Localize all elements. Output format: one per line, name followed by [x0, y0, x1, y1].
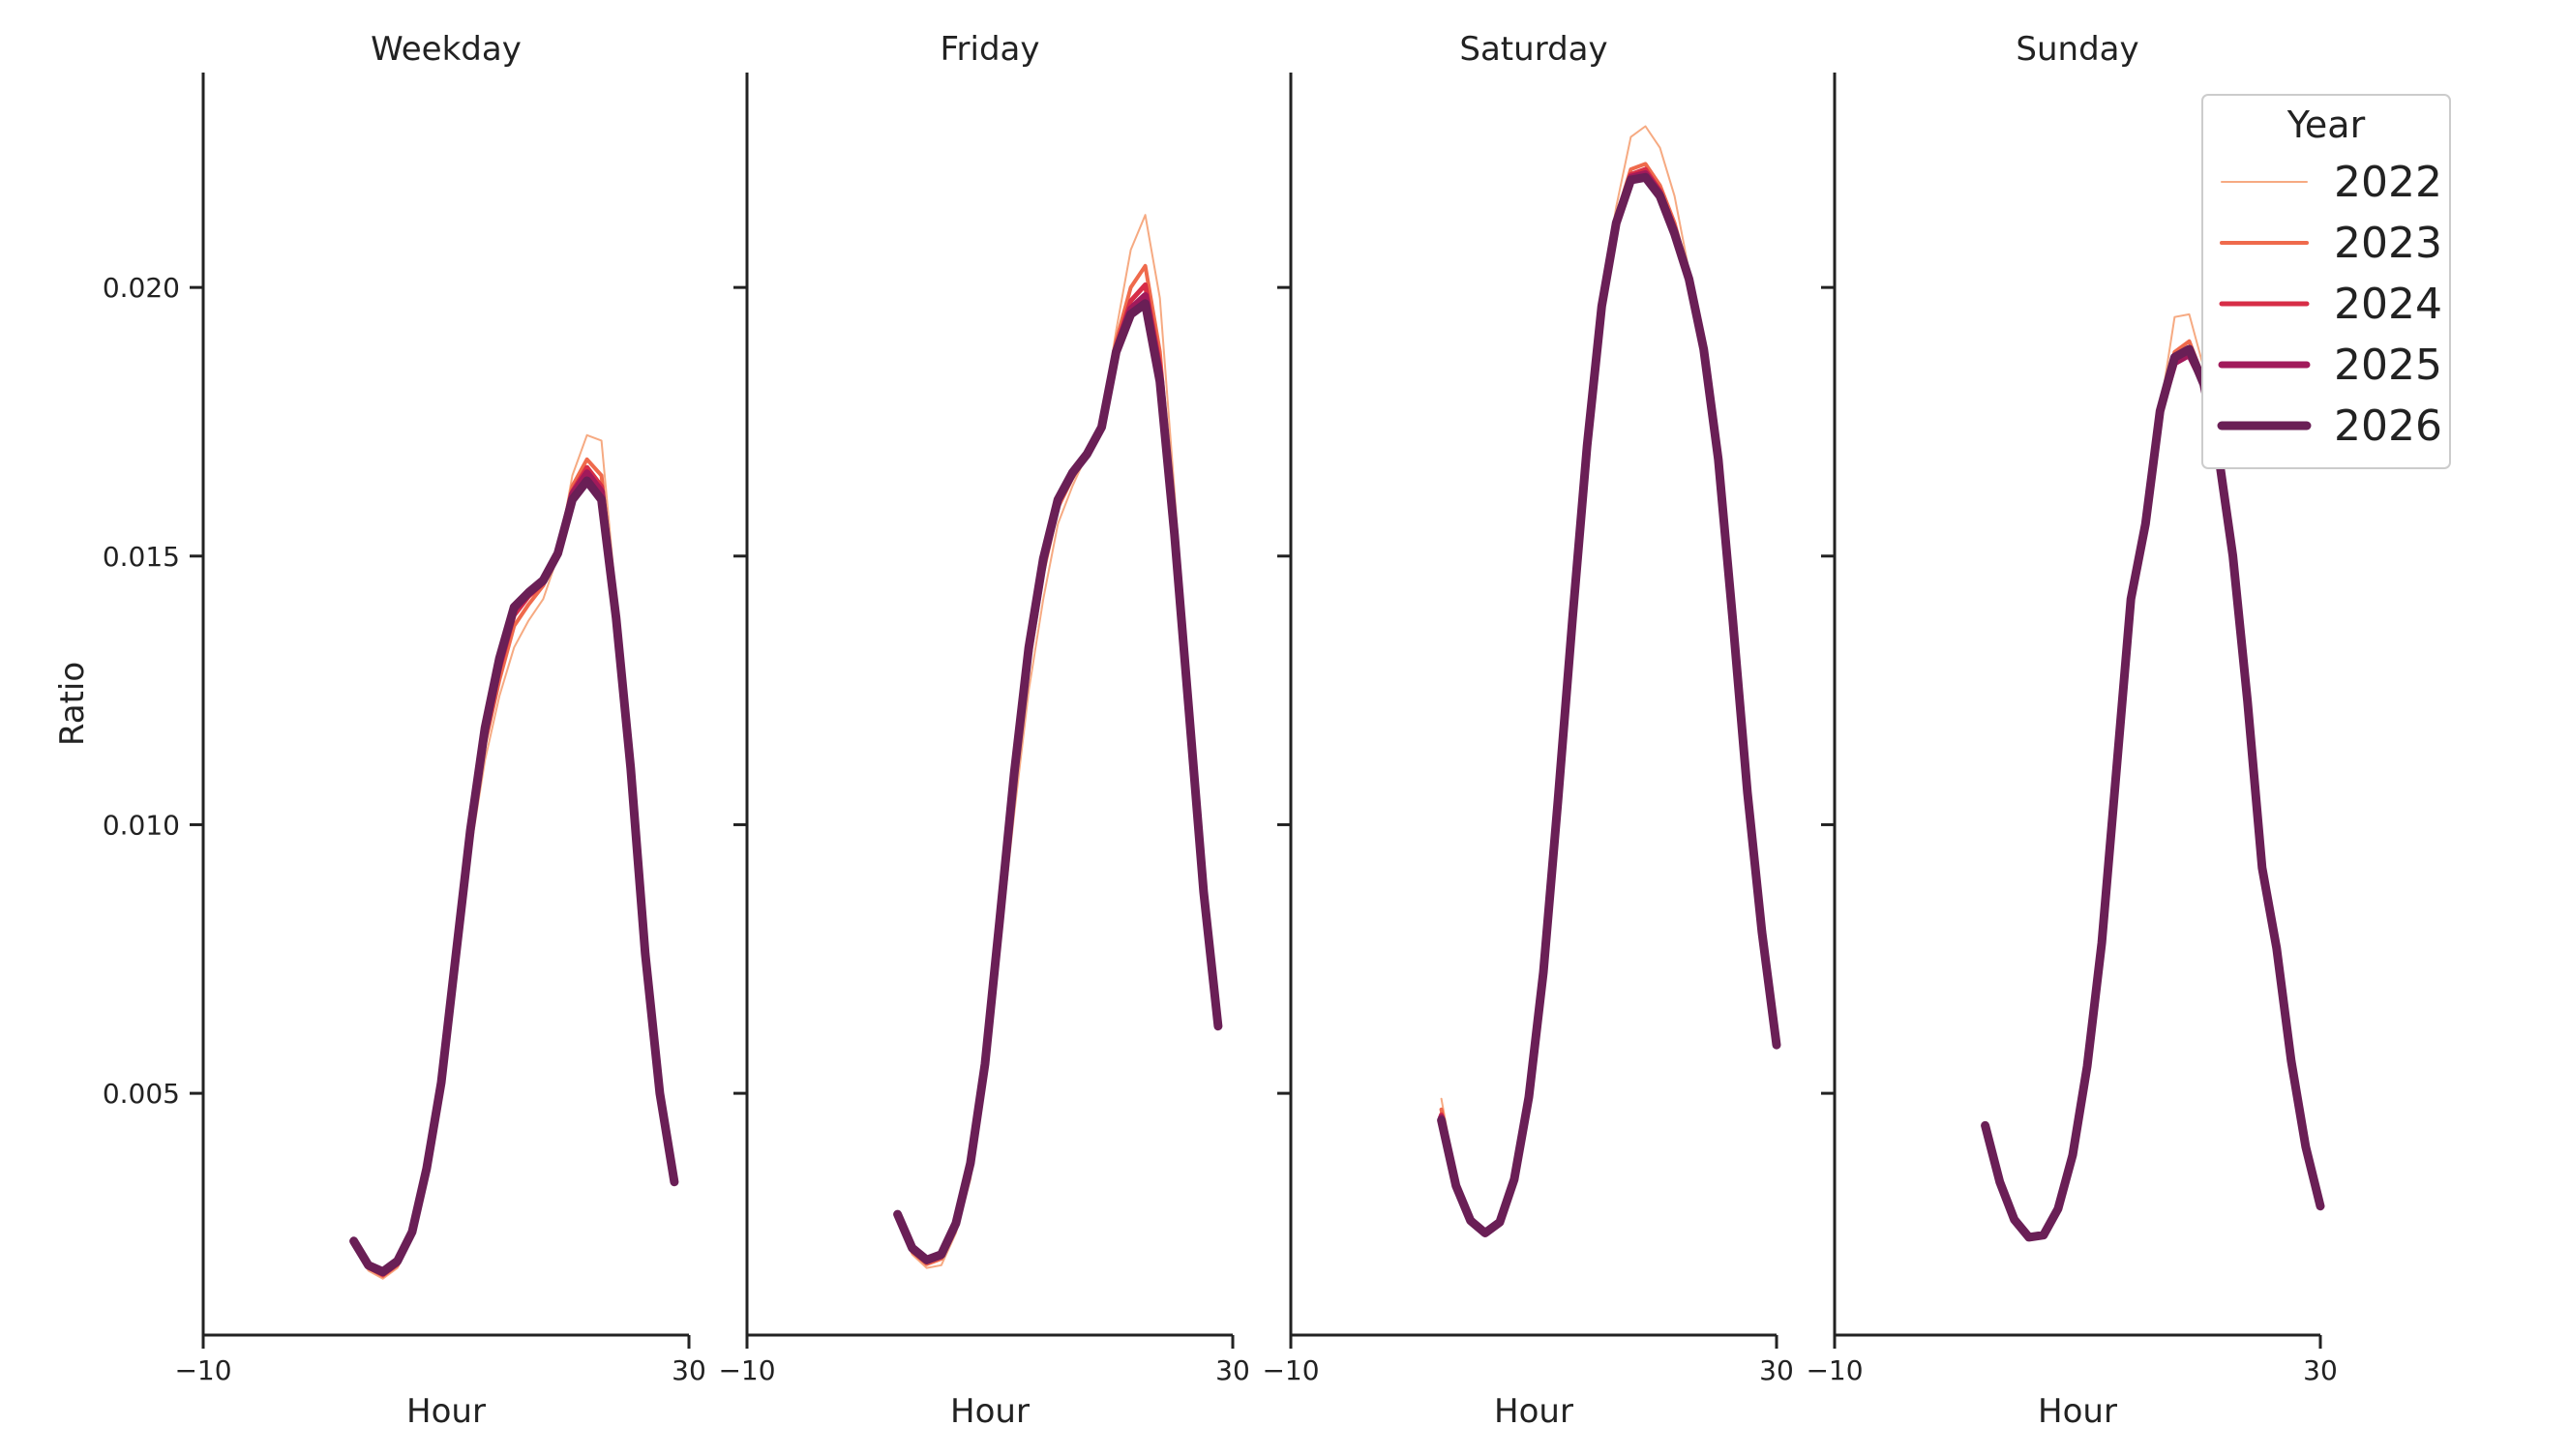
- x-axis-label: Hour: [406, 1392, 486, 1431]
- series-line-2025: [350, 469, 678, 1277]
- y-axis-label: Ratio: [53, 662, 92, 746]
- series-line-2026: [893, 299, 1223, 1264]
- legend-label-2023: 2023: [2334, 219, 2442, 268]
- series-line-2023: [1439, 162, 1778, 1235]
- legend-box: [2201, 94, 2451, 469]
- facet-title: Weekday: [371, 30, 522, 69]
- series-line-2022: [352, 433, 675, 1280]
- x-tick-label: −10: [718, 1354, 775, 1386]
- series-line-2026: [349, 476, 679, 1276]
- legend-title: Year: [2286, 104, 2366, 146]
- x-tick-label: 30: [2303, 1354, 2338, 1386]
- series-line-2024: [1439, 166, 1779, 1235]
- x-tick-label: 30: [672, 1354, 706, 1386]
- facet-panel-2: Saturday −10 30 Hour: [1262, 30, 1793, 1431]
- facet-panel-1: Friday −10 30 Hour: [718, 30, 1249, 1431]
- x-tick-label: −10: [1262, 1354, 1319, 1386]
- x-axis-label: Hour: [2038, 1392, 2117, 1431]
- series-line-2023: [351, 457, 676, 1278]
- facet-panel-3: Sunday −10 30 Hour: [1806, 30, 2337, 1431]
- x-axis-label: Hour: [950, 1392, 1030, 1431]
- series-line-2022: [896, 214, 1219, 1269]
- legend: Year 2022 2023 2024 2025 2026: [2201, 94, 2451, 469]
- x-tick-label: −10: [1806, 1354, 1863, 1386]
- legend-label-2022: 2022: [2334, 158, 2442, 207]
- series-line-2025: [1438, 169, 1780, 1236]
- x-tick-label: −10: [174, 1354, 231, 1386]
- facet-title: Sunday: [2016, 30, 2138, 69]
- series-line-2023: [895, 263, 1220, 1266]
- y-tick-label: 0.020: [103, 272, 180, 304]
- y-tick-label: 0.010: [103, 809, 180, 841]
- y-tick-label: 0.015: [103, 541, 180, 573]
- series-line-2026: [1981, 344, 2325, 1242]
- x-tick-label: 30: [1759, 1354, 1794, 1386]
- legend-label-2025: 2025: [2334, 341, 2442, 390]
- y-tick-label: 0.005: [103, 1078, 180, 1110]
- x-tick-label: 30: [1215, 1354, 1250, 1386]
- facet-panel-0: Weekday 0.005 0.010 0.015 0.020 −10 30 Hour: [103, 30, 706, 1431]
- legend-label-2026: 2026: [2334, 401, 2442, 451]
- series-line-2026: [1437, 172, 1781, 1237]
- series-line-2022: [1440, 125, 1778, 1234]
- legend-label-2024: 2024: [2334, 280, 2442, 329]
- series-line-2024: [351, 464, 677, 1277]
- facet-title: Friday: [940, 30, 1039, 69]
- facet-title: Saturday: [1459, 30, 1607, 69]
- x-axis-label: Hour: [1494, 1392, 1573, 1431]
